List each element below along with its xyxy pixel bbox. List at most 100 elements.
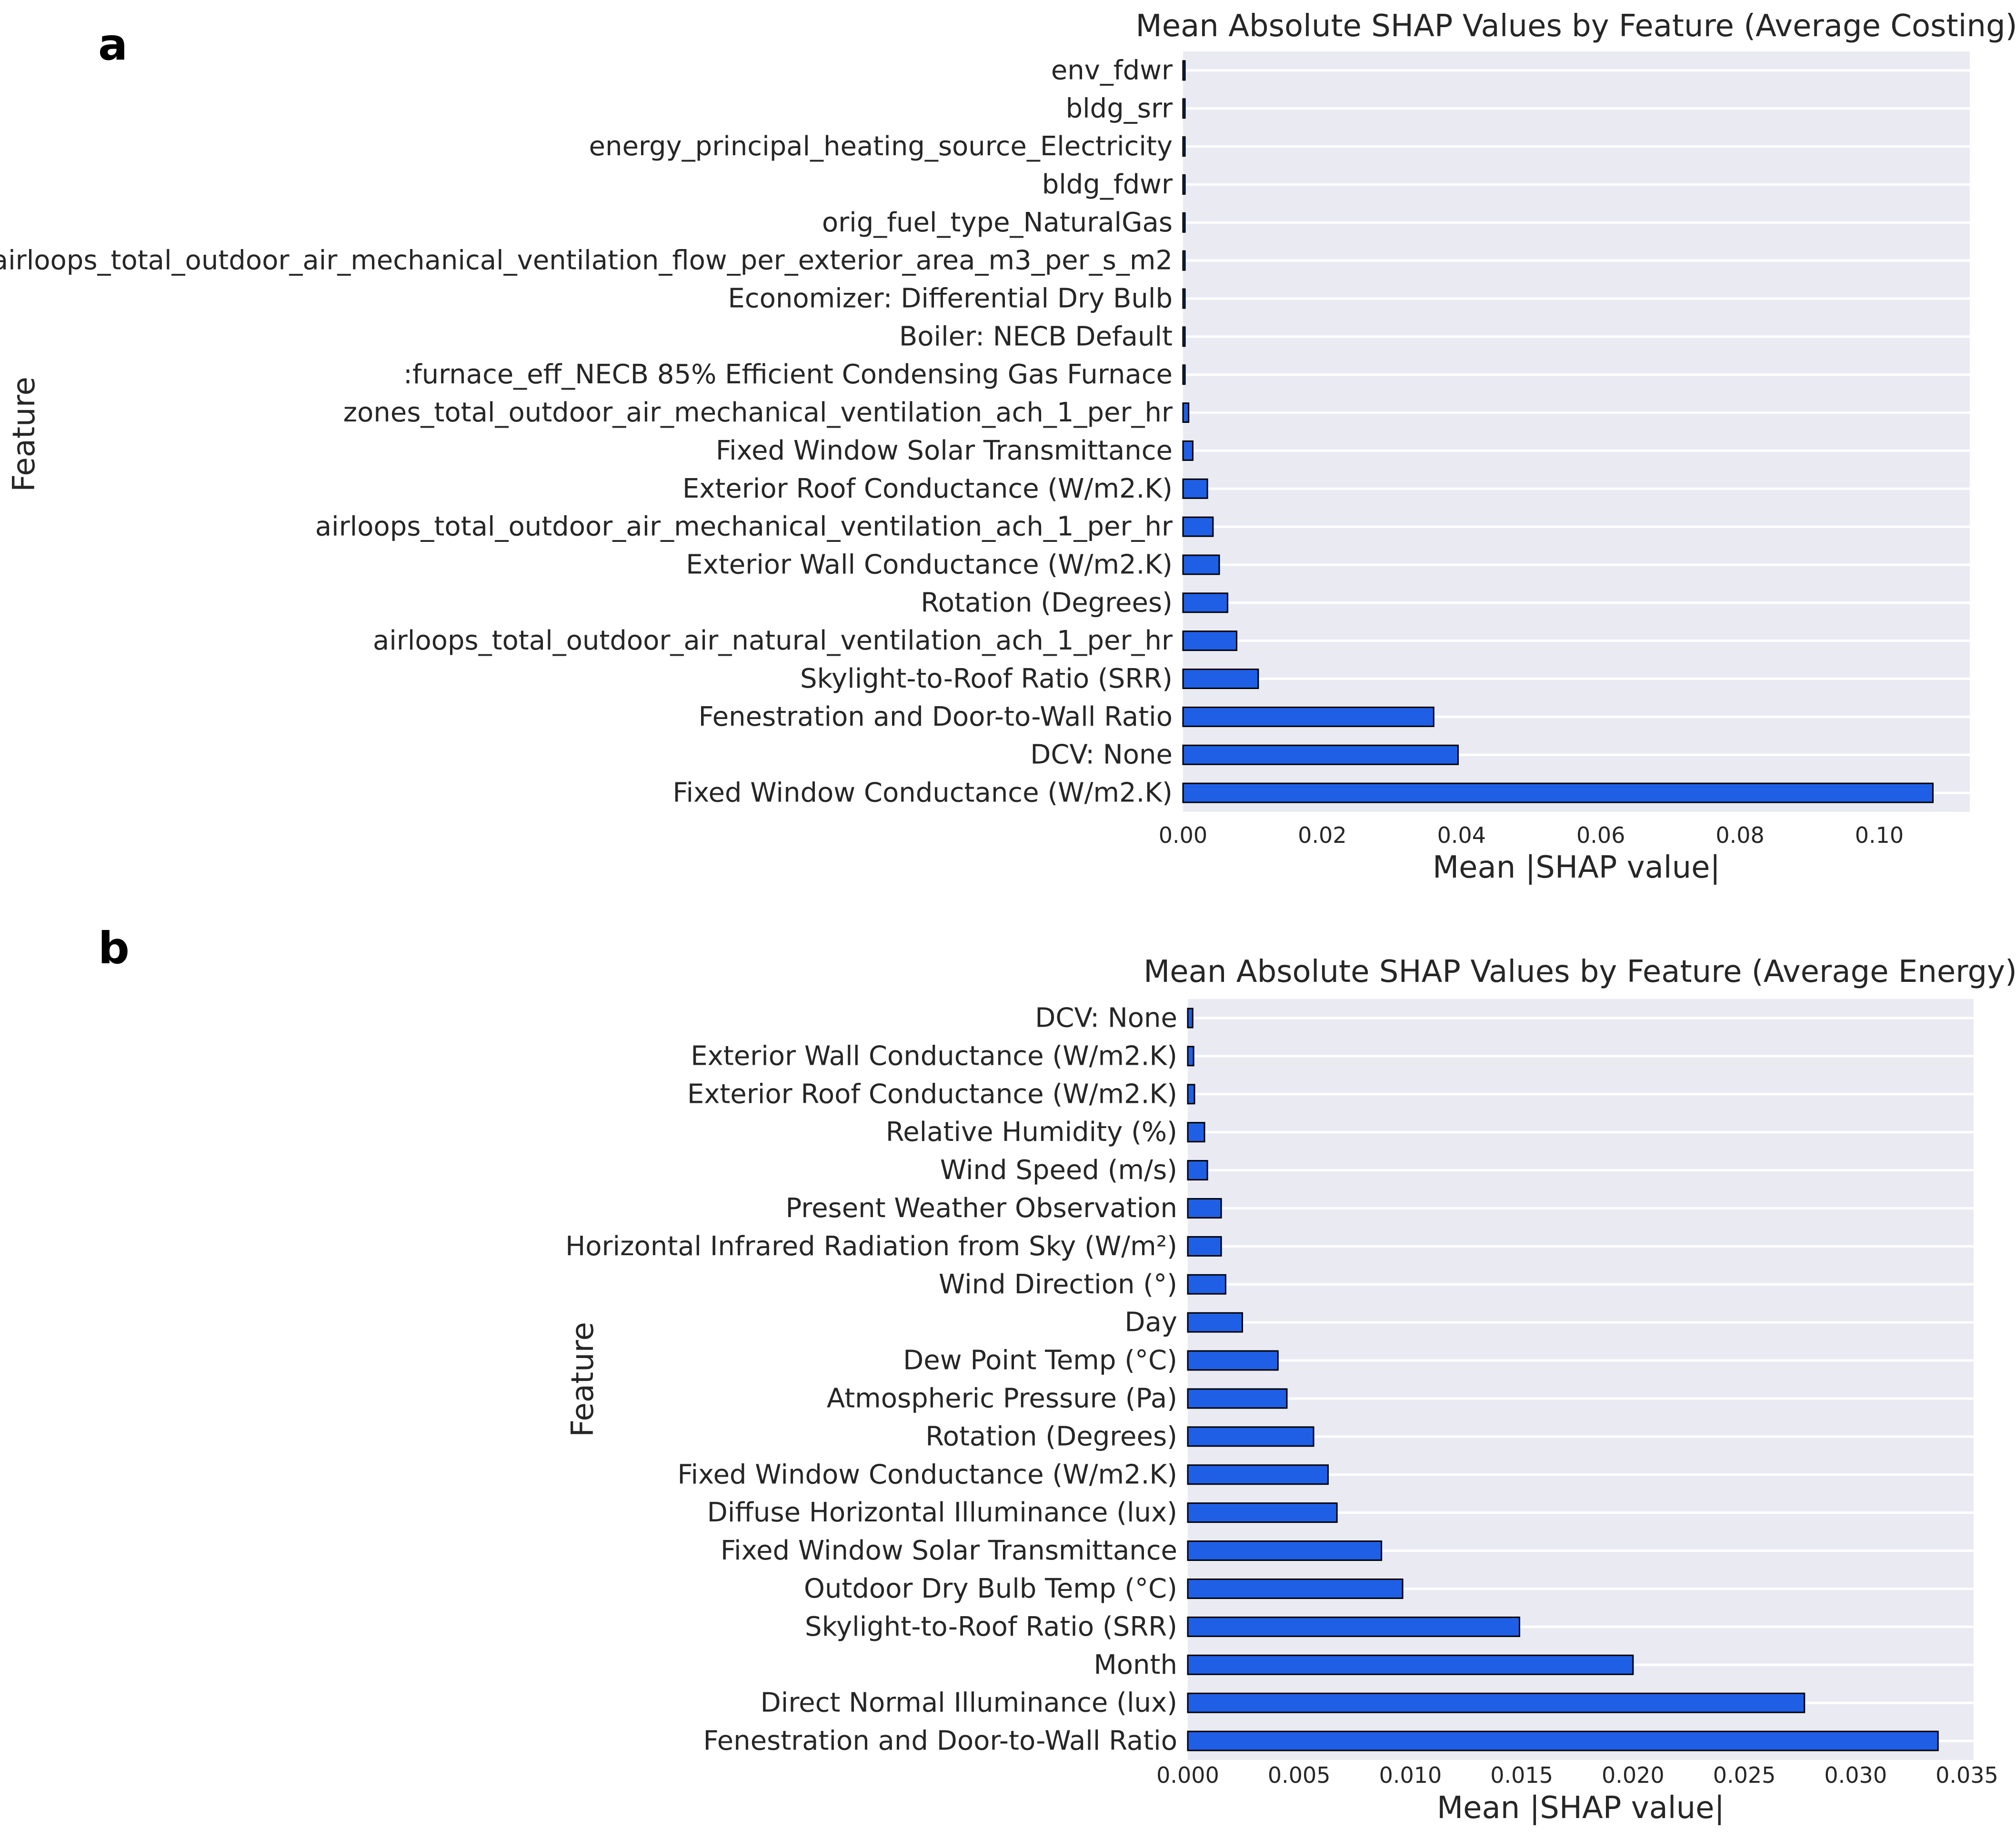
x-tick-label: 0.10 bbox=[1855, 822, 1904, 848]
bar bbox=[1187, 1084, 1195, 1105]
category-label: Exterior Wall Conductance (W/m2.K) bbox=[691, 1040, 1177, 1071]
bar bbox=[1182, 402, 1190, 423]
category-label: Horizontal Infrared Radiation from Sky (… bbox=[565, 1231, 1177, 1262]
bar bbox=[1187, 1616, 1520, 1637]
category-label: Wind Direction (°) bbox=[939, 1269, 1177, 1300]
bar bbox=[1187, 1312, 1244, 1333]
chart-title: Mean Absolute SHAP Values by Feature (Av… bbox=[1143, 954, 2016, 989]
plot-area-b bbox=[1188, 999, 1974, 1760]
bar bbox=[1182, 288, 1186, 309]
category-label: Exterior Wall Conductance (W/m2.K) bbox=[686, 549, 1173, 580]
category-label: Fenestration and Door-to-Wall Ratio bbox=[698, 701, 1173, 732]
bar bbox=[1187, 1464, 1329, 1485]
x-tick-label: 0.02 bbox=[1298, 822, 1346, 848]
category-label: Dew Point Temp (°C) bbox=[903, 1345, 1177, 1376]
x-tick-label: 0.06 bbox=[1576, 822, 1625, 848]
category-label: Fixed Window Solar Transmittance bbox=[716, 435, 1173, 466]
category-label: Wind Speed (m/s) bbox=[940, 1155, 1177, 1186]
category-label: Diffuse Horizontal Illuminance (lux) bbox=[707, 1497, 1177, 1528]
category-label: energy_principal_heating_source_Electric… bbox=[589, 131, 1173, 162]
bar bbox=[1182, 554, 1220, 575]
bar bbox=[1182, 174, 1186, 195]
category-label: Rotation (Degrees) bbox=[921, 587, 1173, 618]
category-label: DCV: None bbox=[1035, 1002, 1177, 1033]
category-label: Exterior Roof Conductance (W/m2.K) bbox=[682, 473, 1173, 504]
bar bbox=[1187, 1654, 1634, 1675]
bar bbox=[1182, 744, 1459, 765]
category-label: Economizer: Differential Dry Bulb bbox=[728, 283, 1173, 314]
chart-title: Mean Absolute SHAP Values by Feature (Av… bbox=[1135, 9, 2016, 44]
bar bbox=[1182, 478, 1208, 499]
category-label: Skylight-to-Roof Ratio (SRR) bbox=[805, 1611, 1177, 1642]
y-axis-label: Feature bbox=[565, 1322, 601, 1437]
x-tick-label: 0.08 bbox=[1715, 822, 1764, 848]
y-axis-label: Feature bbox=[7, 377, 42, 492]
category-label: zones_total_outdoor_air_mechanical_venti… bbox=[343, 397, 1173, 428]
bar bbox=[1182, 250, 1186, 271]
x-tick-label: 0.000 bbox=[1156, 1762, 1219, 1788]
category-label: Skylight-to-Roof Ratio (SRR) bbox=[800, 663, 1173, 694]
bar bbox=[1187, 1122, 1205, 1143]
bar bbox=[1187, 1502, 1338, 1523]
bar bbox=[1187, 1730, 1939, 1751]
category-label: orig_fuel_type_NaturalGas bbox=[822, 207, 1173, 238]
bar bbox=[1182, 60, 1186, 81]
panel-a-chart: env_fdwr bldg_srr energy_principal_heating… bbox=[0, 9, 2016, 885]
x-tick-label: 0.030 bbox=[1824, 1762, 1887, 1788]
bar bbox=[1182, 516, 1214, 537]
category-label: Rotation (Degrees) bbox=[925, 1421, 1177, 1452]
bar bbox=[1182, 364, 1186, 385]
category-label: env_fdwr bbox=[1051, 55, 1173, 86]
category-label: Relative Humidity (%) bbox=[886, 1117, 1177, 1148]
panel-b-chart: DCV: None Exterior Wall Conductance (W/m2… bbox=[98, 923, 2016, 1826]
category-label: airloops_total_outdoor_air_natural_venti… bbox=[373, 625, 1173, 656]
bar bbox=[1187, 1274, 1226, 1295]
category-label: airloops_total_outdoor_air_mechanical_ve… bbox=[0, 245, 1173, 276]
category-label: Present Weather Observation bbox=[786, 1193, 1178, 1224]
x-axis-label: Mean |SHAP value| bbox=[1437, 1790, 1725, 1826]
category-label: airloops_total_outdoor_air_mechanical_ve… bbox=[315, 511, 1173, 542]
x-tick-label: 0.005 bbox=[1268, 1762, 1331, 1788]
bar bbox=[1187, 1236, 1222, 1257]
bar bbox=[1187, 1160, 1208, 1181]
x-tick-label: 0.020 bbox=[1602, 1762, 1665, 1788]
bar bbox=[1182, 98, 1186, 119]
bar bbox=[1182, 440, 1194, 461]
panel-letter: b bbox=[98, 923, 130, 974]
x-tick-label: 0.015 bbox=[1490, 1762, 1553, 1788]
category-label: Boiler: NECB Default bbox=[899, 321, 1173, 352]
x-tick-label: 0.04 bbox=[1437, 822, 1486, 848]
bar bbox=[1182, 592, 1229, 613]
category-label: Month bbox=[1093, 1649, 1177, 1680]
bar bbox=[1187, 1692, 1805, 1713]
bar bbox=[1182, 669, 1259, 689]
x-tick-label: 0.025 bbox=[1713, 1762, 1776, 1788]
x-axis-label: Mean |SHAP value| bbox=[1433, 850, 1720, 885]
category-label: :furnace_eff_NECB 85% Efficient Condensi… bbox=[403, 359, 1173, 390]
category-label: Atmospheric Pressure (Pa) bbox=[827, 1383, 1177, 1414]
bar bbox=[1182, 326, 1186, 347]
bar bbox=[1182, 136, 1186, 157]
bar bbox=[1187, 1198, 1222, 1219]
bar bbox=[1182, 630, 1238, 651]
category-label: Exterior Roof Conductance (W/m2.K) bbox=[687, 1079, 1177, 1109]
plot-area-a bbox=[1183, 51, 1970, 812]
bar bbox=[1187, 1578, 1404, 1599]
category-label: Fenestration and Door-to-Wall Ratio bbox=[703, 1726, 1177, 1757]
x-tick-label: 0.035 bbox=[1936, 1762, 1998, 1788]
category-label: Fixed Window Conductance (W/m2.K) bbox=[672, 778, 1173, 809]
bar bbox=[1187, 1008, 1194, 1029]
category-label: bldg_srr bbox=[1066, 93, 1173, 124]
x-tick-label: 0.010 bbox=[1379, 1762, 1442, 1788]
category-label: DCV: None bbox=[1030, 740, 1173, 770]
bar bbox=[1182, 782, 1934, 803]
bar bbox=[1187, 1350, 1279, 1371]
category-label: Fixed Window Conductance (W/m2.K) bbox=[677, 1459, 1177, 1490]
category-label: Day bbox=[1124, 1307, 1177, 1338]
x-tick-label: 0.00 bbox=[1159, 822, 1207, 848]
bar bbox=[1182, 706, 1434, 727]
bar bbox=[1187, 1046, 1194, 1067]
bar bbox=[1182, 212, 1186, 233]
panel-letter: a bbox=[98, 19, 128, 70]
